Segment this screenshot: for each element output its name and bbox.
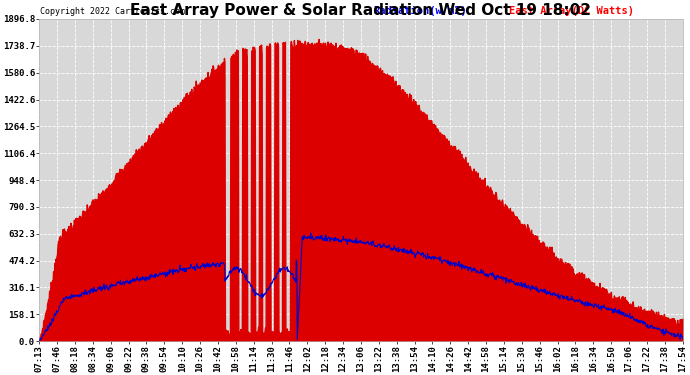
Text: Copyright 2022 Cartronics.com: Copyright 2022 Cartronics.com	[41, 7, 186, 16]
Text: Radiation(w/m2): Radiation(w/m2)	[374, 6, 468, 16]
Title: East Array Power & Solar Radiation Wed Oct 19 18:02: East Array Power & Solar Radiation Wed O…	[130, 3, 591, 18]
Text: East Array(DC Watts): East Array(DC Watts)	[509, 6, 634, 16]
